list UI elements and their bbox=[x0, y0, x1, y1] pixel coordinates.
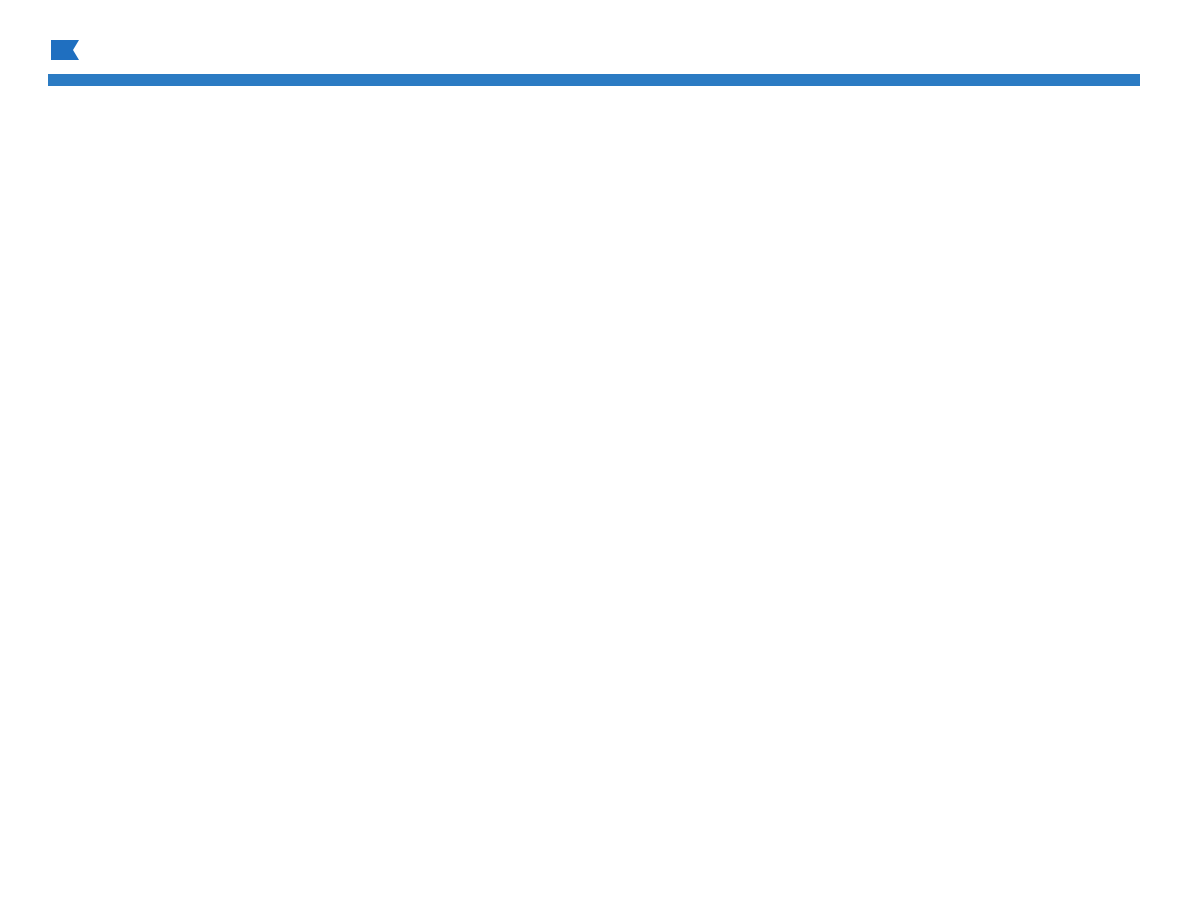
calendar-header-row bbox=[48, 74, 1140, 86]
day-label-wed bbox=[516, 74, 672, 86]
header bbox=[48, 40, 1140, 60]
day-label-mon bbox=[204, 74, 360, 86]
day-label-sun bbox=[48, 74, 204, 86]
calendar bbox=[48, 74, 1140, 86]
logo-top-row bbox=[48, 40, 104, 66]
day-label-tue bbox=[360, 74, 516, 86]
day-label-sat bbox=[984, 74, 1140, 86]
day-label-fri bbox=[828, 74, 984, 86]
day-label-thu bbox=[672, 74, 828, 86]
logo bbox=[48, 40, 104, 60]
flag-icon bbox=[51, 40, 79, 60]
